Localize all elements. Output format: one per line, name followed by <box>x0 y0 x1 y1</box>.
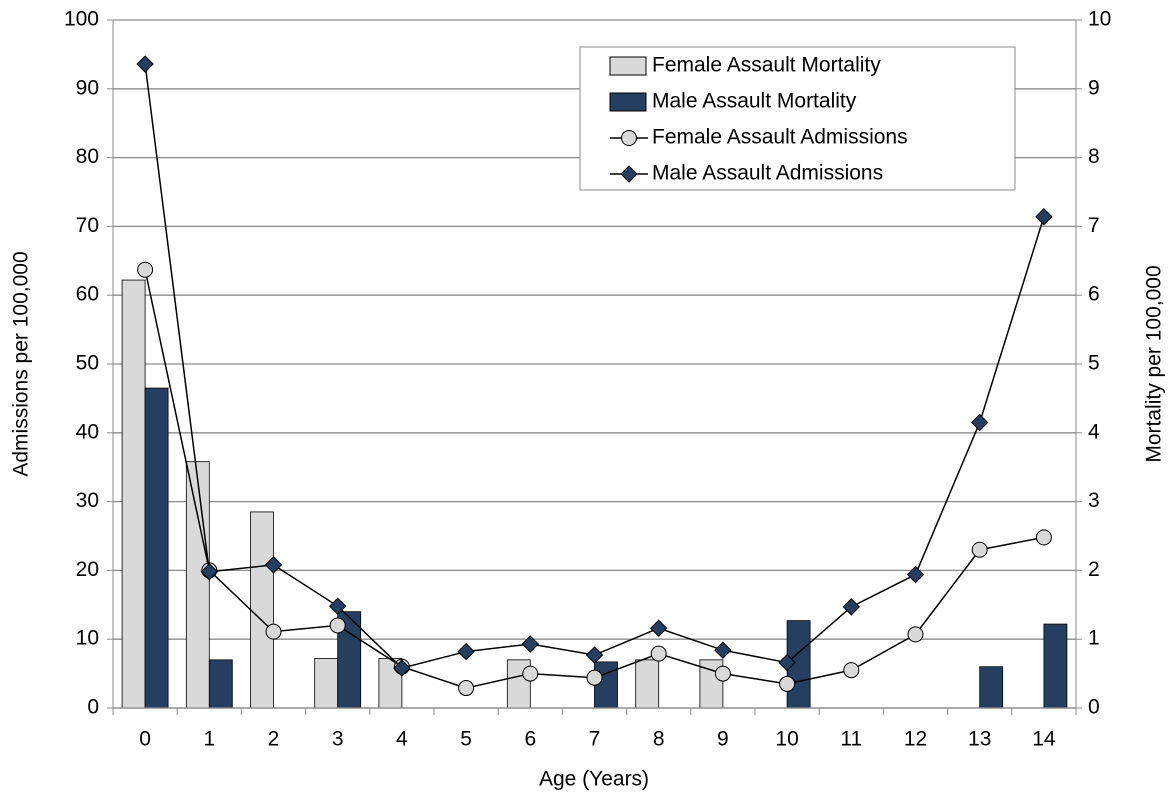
y-axis-label: Admissions per 100,000 <box>10 251 33 476</box>
y2-tick-label: 0 <box>1088 696 1100 719</box>
x-tick-label: 6 <box>524 728 536 751</box>
line-marker <box>649 619 668 637</box>
x-tick-label: 11 <box>840 728 862 751</box>
legend-label: Male Assault Mortality <box>652 90 857 113</box>
line-marker <box>457 642 475 661</box>
y-tick-label: 10 <box>76 627 99 650</box>
line-marker <box>586 669 603 686</box>
line-marker <box>393 659 411 677</box>
legend-label: Male Assault Admissions <box>652 162 883 185</box>
y-tick-label: 100 <box>64 8 99 31</box>
line-marker <box>329 617 346 634</box>
x-tick-label: 9 <box>717 728 729 751</box>
y2-tick-label: 5 <box>1088 352 1100 375</box>
line-marker <box>328 597 347 615</box>
legend-marker <box>620 165 638 183</box>
line-marker <box>650 645 667 662</box>
line-marker <box>521 635 540 653</box>
x-tick-label: 12 <box>904 728 927 751</box>
legend <box>579 46 1016 191</box>
x-tick-label: 1 <box>203 728 215 751</box>
line-marker <box>585 646 604 664</box>
legend-marker <box>621 130 637 146</box>
x-tick-label: 4 <box>396 728 408 751</box>
bar <box>208 659 233 709</box>
x-axis-label: Age (Years) <box>539 768 649 791</box>
y2-axis-label: Mortality per 100,000 <box>1143 265 1166 462</box>
y-tick-label: 70 <box>76 214 99 237</box>
y2-tick-label: 3 <box>1088 489 1100 512</box>
y2-tick-label: 8 <box>1088 145 1100 168</box>
line-marker <box>1035 208 1053 226</box>
line-marker <box>843 662 860 679</box>
bar <box>635 659 660 709</box>
x-tick-label: 7 <box>589 728 601 751</box>
line-marker <box>971 541 988 558</box>
y-tick-label: 50 <box>76 352 99 375</box>
line-marker <box>137 261 154 278</box>
y-tick-label: 0 <box>87 696 99 719</box>
y-tick-label: 80 <box>76 145 99 168</box>
line-marker <box>522 665 539 682</box>
legend-swatch <box>609 56 647 76</box>
bar <box>185 461 210 709</box>
x-tick-label: 3 <box>332 728 344 751</box>
line-marker <box>778 653 796 672</box>
y2-tick-label: 10 <box>1088 8 1111 31</box>
legend-label: Female Assault Admissions <box>652 126 908 149</box>
x-tick-label: 2 <box>268 728 280 751</box>
line-marker <box>842 598 861 616</box>
x-tick-label: 14 <box>1032 728 1056 751</box>
line-marker <box>779 675 796 692</box>
bar <box>594 661 618 709</box>
line-marker <box>458 680 475 697</box>
line <box>144 269 1045 689</box>
line-marker <box>264 556 283 574</box>
y2-tick-label: 7 <box>1088 214 1100 237</box>
y2-tick-label: 6 <box>1088 283 1100 306</box>
bar <box>121 279 146 709</box>
y-tick-label: 40 <box>76 420 99 443</box>
y2-tick-label: 9 <box>1088 76 1100 99</box>
x-tick-label: 8 <box>653 728 665 751</box>
y2-tick-label: 4 <box>1088 420 1100 443</box>
y-tick-label: 20 <box>76 558 99 581</box>
y-tick-label: 30 <box>76 489 99 512</box>
line-marker <box>970 413 989 432</box>
bar <box>144 387 169 709</box>
y2-tick-label: 2 <box>1088 558 1100 581</box>
x-tick-label: 13 <box>968 728 991 751</box>
bar <box>979 666 1004 709</box>
x-tick-label: 10 <box>775 728 798 751</box>
line-marker <box>714 665 731 682</box>
line-marker <box>906 565 925 584</box>
line-marker <box>200 563 219 581</box>
bar <box>314 658 339 709</box>
y-tick-label: 90 <box>76 76 99 99</box>
legend-label: Female Assault Mortality <box>652 54 881 77</box>
line-marker <box>907 626 924 643</box>
bar <box>250 511 274 709</box>
legend-swatch <box>609 92 647 112</box>
line-marker <box>1035 529 1052 546</box>
x-tick-label: 0 <box>139 728 151 751</box>
line-marker <box>265 623 282 640</box>
bar <box>1043 623 1068 709</box>
x-tick-label: 5 <box>460 728 472 751</box>
y-tick-label: 60 <box>76 283 99 306</box>
y2-tick-label: 1 <box>1088 627 1100 650</box>
line-marker <box>714 641 732 659</box>
line-marker <box>136 55 154 73</box>
